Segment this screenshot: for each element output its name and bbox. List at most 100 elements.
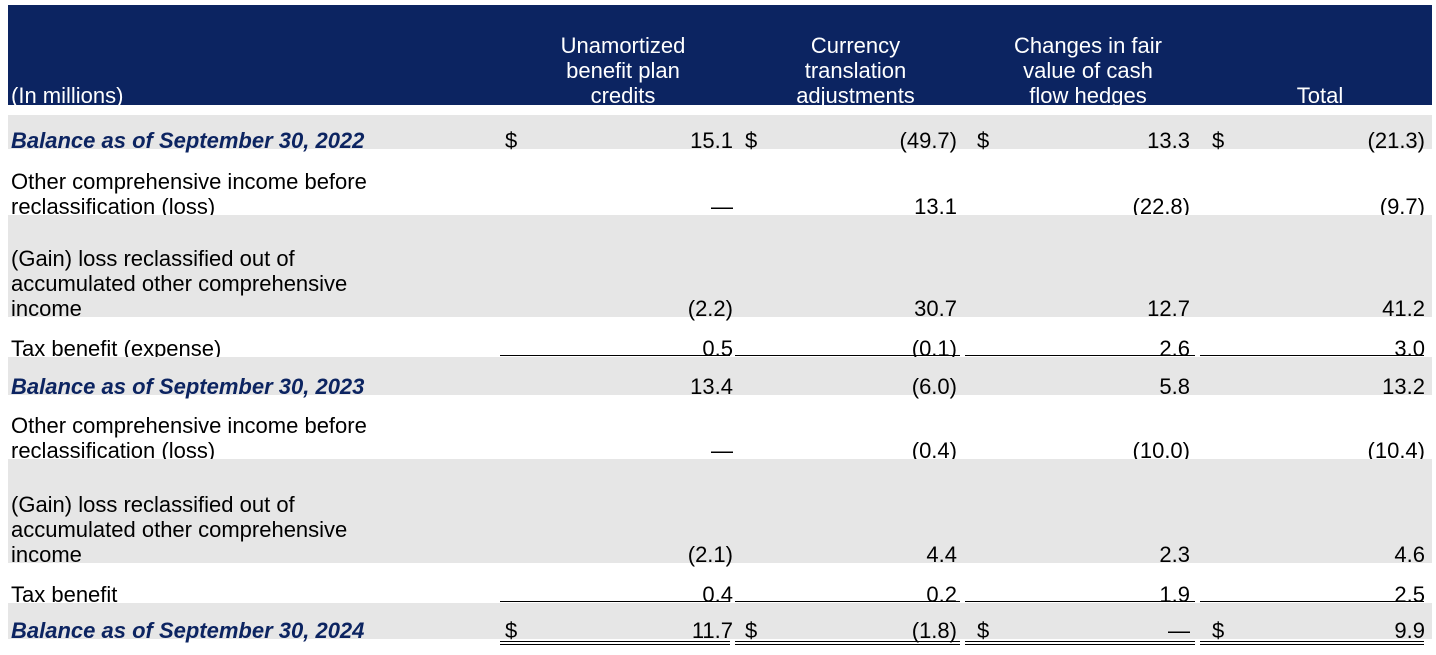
header-line: Unamortized [560,33,686,58]
row-label-line: accumulated other comprehensive [11,271,348,296]
cell-value: 13.4 [690,374,733,399]
row-label: Tax benefit [11,582,481,607]
cell-value: 5.8 [1159,374,1190,399]
header-line: Changes in fair [1014,33,1162,58]
row-label-line: Balance as of September 30, 2023 [11,374,365,399]
row-label: Other comprehensive income before reclass… [11,169,481,219]
cell-value: (2.1) [687,542,733,567]
currency-symbol: $ [1212,618,1225,643]
table-row: Other comprehensive income before reclass… [8,395,1432,463]
row-label-line: reclassification (loss) [11,194,216,219]
cell-value: (49.7) [899,128,957,153]
cell-value: 0.4 [702,582,733,607]
balance-row: Balance as of September 30, 2024 $11.7 $ (1… [8,603,1432,643]
subtotal-rule [1200,601,1424,602]
header-label-text: (In millions) [11,83,124,108]
cell-value: (10.4) [1367,438,1425,463]
total-double-rule [735,641,960,645]
header-line: credits [590,83,656,108]
row-label: Balance as of September 30, 2022 [11,128,481,153]
cell-value: (9.7) [1379,194,1425,219]
balance-row: Balance as of September 30, 2022 $15.1 $ (4… [8,115,1432,153]
table-row: Other comprehensive income before reclass… [8,149,1432,219]
subtotal-rule [735,601,960,602]
cell-value: (6.0) [911,374,957,399]
row-label-line: Tax benefit [11,582,118,607]
row-label-line: Other comprehensive income before [11,169,367,194]
header-line: translation [804,58,907,83]
total-double-rule [965,641,1195,645]
header-col-currency: Currency translation adjustments [743,33,968,108]
cell-value: (1.8) [911,618,957,643]
currency-symbol: $ [505,128,518,153]
row-label-line: (Gain) loss reclassified out of [11,492,295,517]
cell-value: 12.7 [1147,296,1190,321]
header-line: value of cash [1023,58,1153,83]
header-line: Currency [810,33,901,58]
cell-value: 2.5 [1394,582,1425,607]
cell-value: 13.1 [914,194,957,219]
row-label-line: (Gain) loss reclassified out of [11,246,295,271]
header-col-benefit: Unamortized benefit plan credits [508,33,738,108]
cell-value: (10.0) [1132,438,1190,463]
row-label: Tax benefit (expense) [11,336,481,361]
row-label-line: Balance as of September 30, 2024 [11,618,365,643]
table-row: (Gain) loss reclassified out of accumulat… [8,215,1432,321]
header-line: adjustments [796,83,915,108]
currency-symbol: $ [977,618,990,643]
currency-symbol: $ [977,128,990,153]
cell-value: (0.1) [911,336,957,361]
table-row: Tax benefit 0.4 0.2 1.9 2.5 [8,563,1432,607]
header-line: benefit plan [566,58,680,83]
subtotal-rule [500,601,730,602]
row-label: Balance as of September 30, 2023 [11,374,481,399]
row-label: Balance as of September 30, 2024 [11,618,481,643]
cell-value: 1.9 [1159,582,1190,607]
row-label: (Gain) loss reclassified out of accumulat… [11,492,481,567]
cell-value: (22.8) [1132,194,1190,219]
cell-value: — [711,438,733,463]
total-double-rule [500,641,730,645]
subtotal-rule [500,355,730,356]
cell-value: 13.2 [1382,374,1425,399]
balance-row: Balance as of September 30, 2023 13.4 (6.0… [8,357,1432,399]
header-line: flow hedges [1029,83,1147,108]
cell-value: 3.0 [1394,336,1425,361]
row-label-line: accumulated other comprehensive [11,517,348,542]
currency-symbol: $ [745,618,758,643]
table-header: (In millions) Unamortized benefit plan c… [8,5,1432,108]
row-label-line: income [11,296,82,321]
cell-value: — [711,194,733,219]
row-label-line: Balance as of September 30, 2022 [11,128,365,153]
header-label-col: (In millions) [11,83,123,108]
header-col-hedges: Changes in fair value of cash flow hedge… [973,33,1203,108]
row-label: (Gain) loss reclassified out of accumulat… [11,246,481,321]
cell-value: 9.9 [1394,618,1425,643]
cell-value: 11.7 [691,618,733,643]
cell-value: 0.5 [702,336,733,361]
cell-value: 30.7 [914,296,957,321]
row-label-line: Other comprehensive income before [11,413,367,438]
cell-value: 2.3 [1159,542,1190,567]
cell-value: — [1168,618,1190,643]
cell-value: 41.2 [1382,296,1425,321]
header-line: Total [1296,83,1344,108]
currency-symbol: $ [505,618,518,643]
row-label: Other comprehensive income before reclass… [11,413,481,463]
total-double-rule [1200,641,1424,645]
cell-value: 4.6 [1394,542,1425,567]
cell-value: 4.4 [926,542,957,567]
cell-value: 15.1 [690,128,733,153]
currency-symbol: $ [1212,128,1225,153]
subtotal-rule [1200,355,1424,356]
cell-value: 0.2 [926,582,957,607]
cell-value: 13.3 [1147,128,1190,153]
subtotal-rule [965,355,1195,356]
table-row: (Gain) loss reclassified out of accumulat… [8,459,1432,567]
cell-value: (2.2) [687,296,733,321]
row-label-line: income [11,542,82,567]
header-col-total: Total [1208,83,1432,108]
subtotal-rule [965,601,1195,602]
cell-value: (0.4) [911,438,957,463]
row-label-line: Tax benefit (expense) [11,336,222,361]
